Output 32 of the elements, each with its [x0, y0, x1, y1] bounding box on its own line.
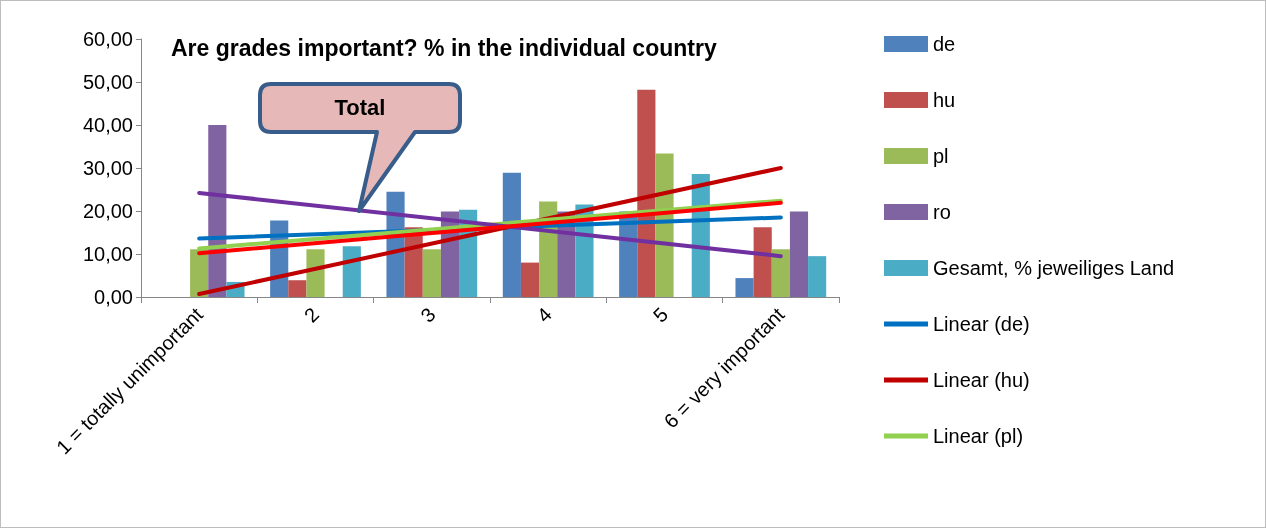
chart-title: Are grades important? % in the individual country	[171, 34, 717, 61]
bar	[753, 227, 772, 297]
bar	[422, 249, 441, 297]
legend-label: Linear (hu)	[933, 369, 1030, 391]
bar	[502, 172, 521, 297]
y-tick-label: 0,00	[94, 286, 133, 308]
bar	[771, 249, 790, 297]
bar	[306, 249, 325, 297]
bar	[342, 246, 361, 297]
x-tick-label: 3	[416, 303, 440, 327]
annotation: Total	[333, 95, 387, 121]
bar	[735, 278, 754, 297]
y-tick-label: 50,00	[82, 71, 133, 93]
x-tick-label: 4	[532, 303, 556, 327]
bar	[288, 280, 307, 297]
x-tick-label: 2	[299, 303, 324, 327]
legend-label: Gesamt, % jeweiliges Land	[933, 257, 1175, 279]
x-tick-label: 5	[648, 303, 673, 327]
y-tick-label: 20,00	[82, 200, 133, 222]
y-tick-label: 40,00	[82, 114, 133, 136]
legend-label: ro	[933, 201, 951, 223]
legend-label: de	[933, 33, 956, 55]
y-tick-label: 10,00	[82, 243, 133, 265]
y-tick-label: 30,00	[82, 157, 133, 179]
legend-label: Linear (pl)	[933, 425, 1024, 447]
bar	[808, 256, 827, 297]
y-tick-label: 60,00	[82, 28, 133, 50]
bar	[789, 211, 809, 297]
bar	[520, 262, 540, 297]
legend-label: pl	[933, 145, 949, 167]
legend-label: Linear (de)	[933, 313, 1030, 335]
legend-label: hu	[933, 89, 956, 111]
